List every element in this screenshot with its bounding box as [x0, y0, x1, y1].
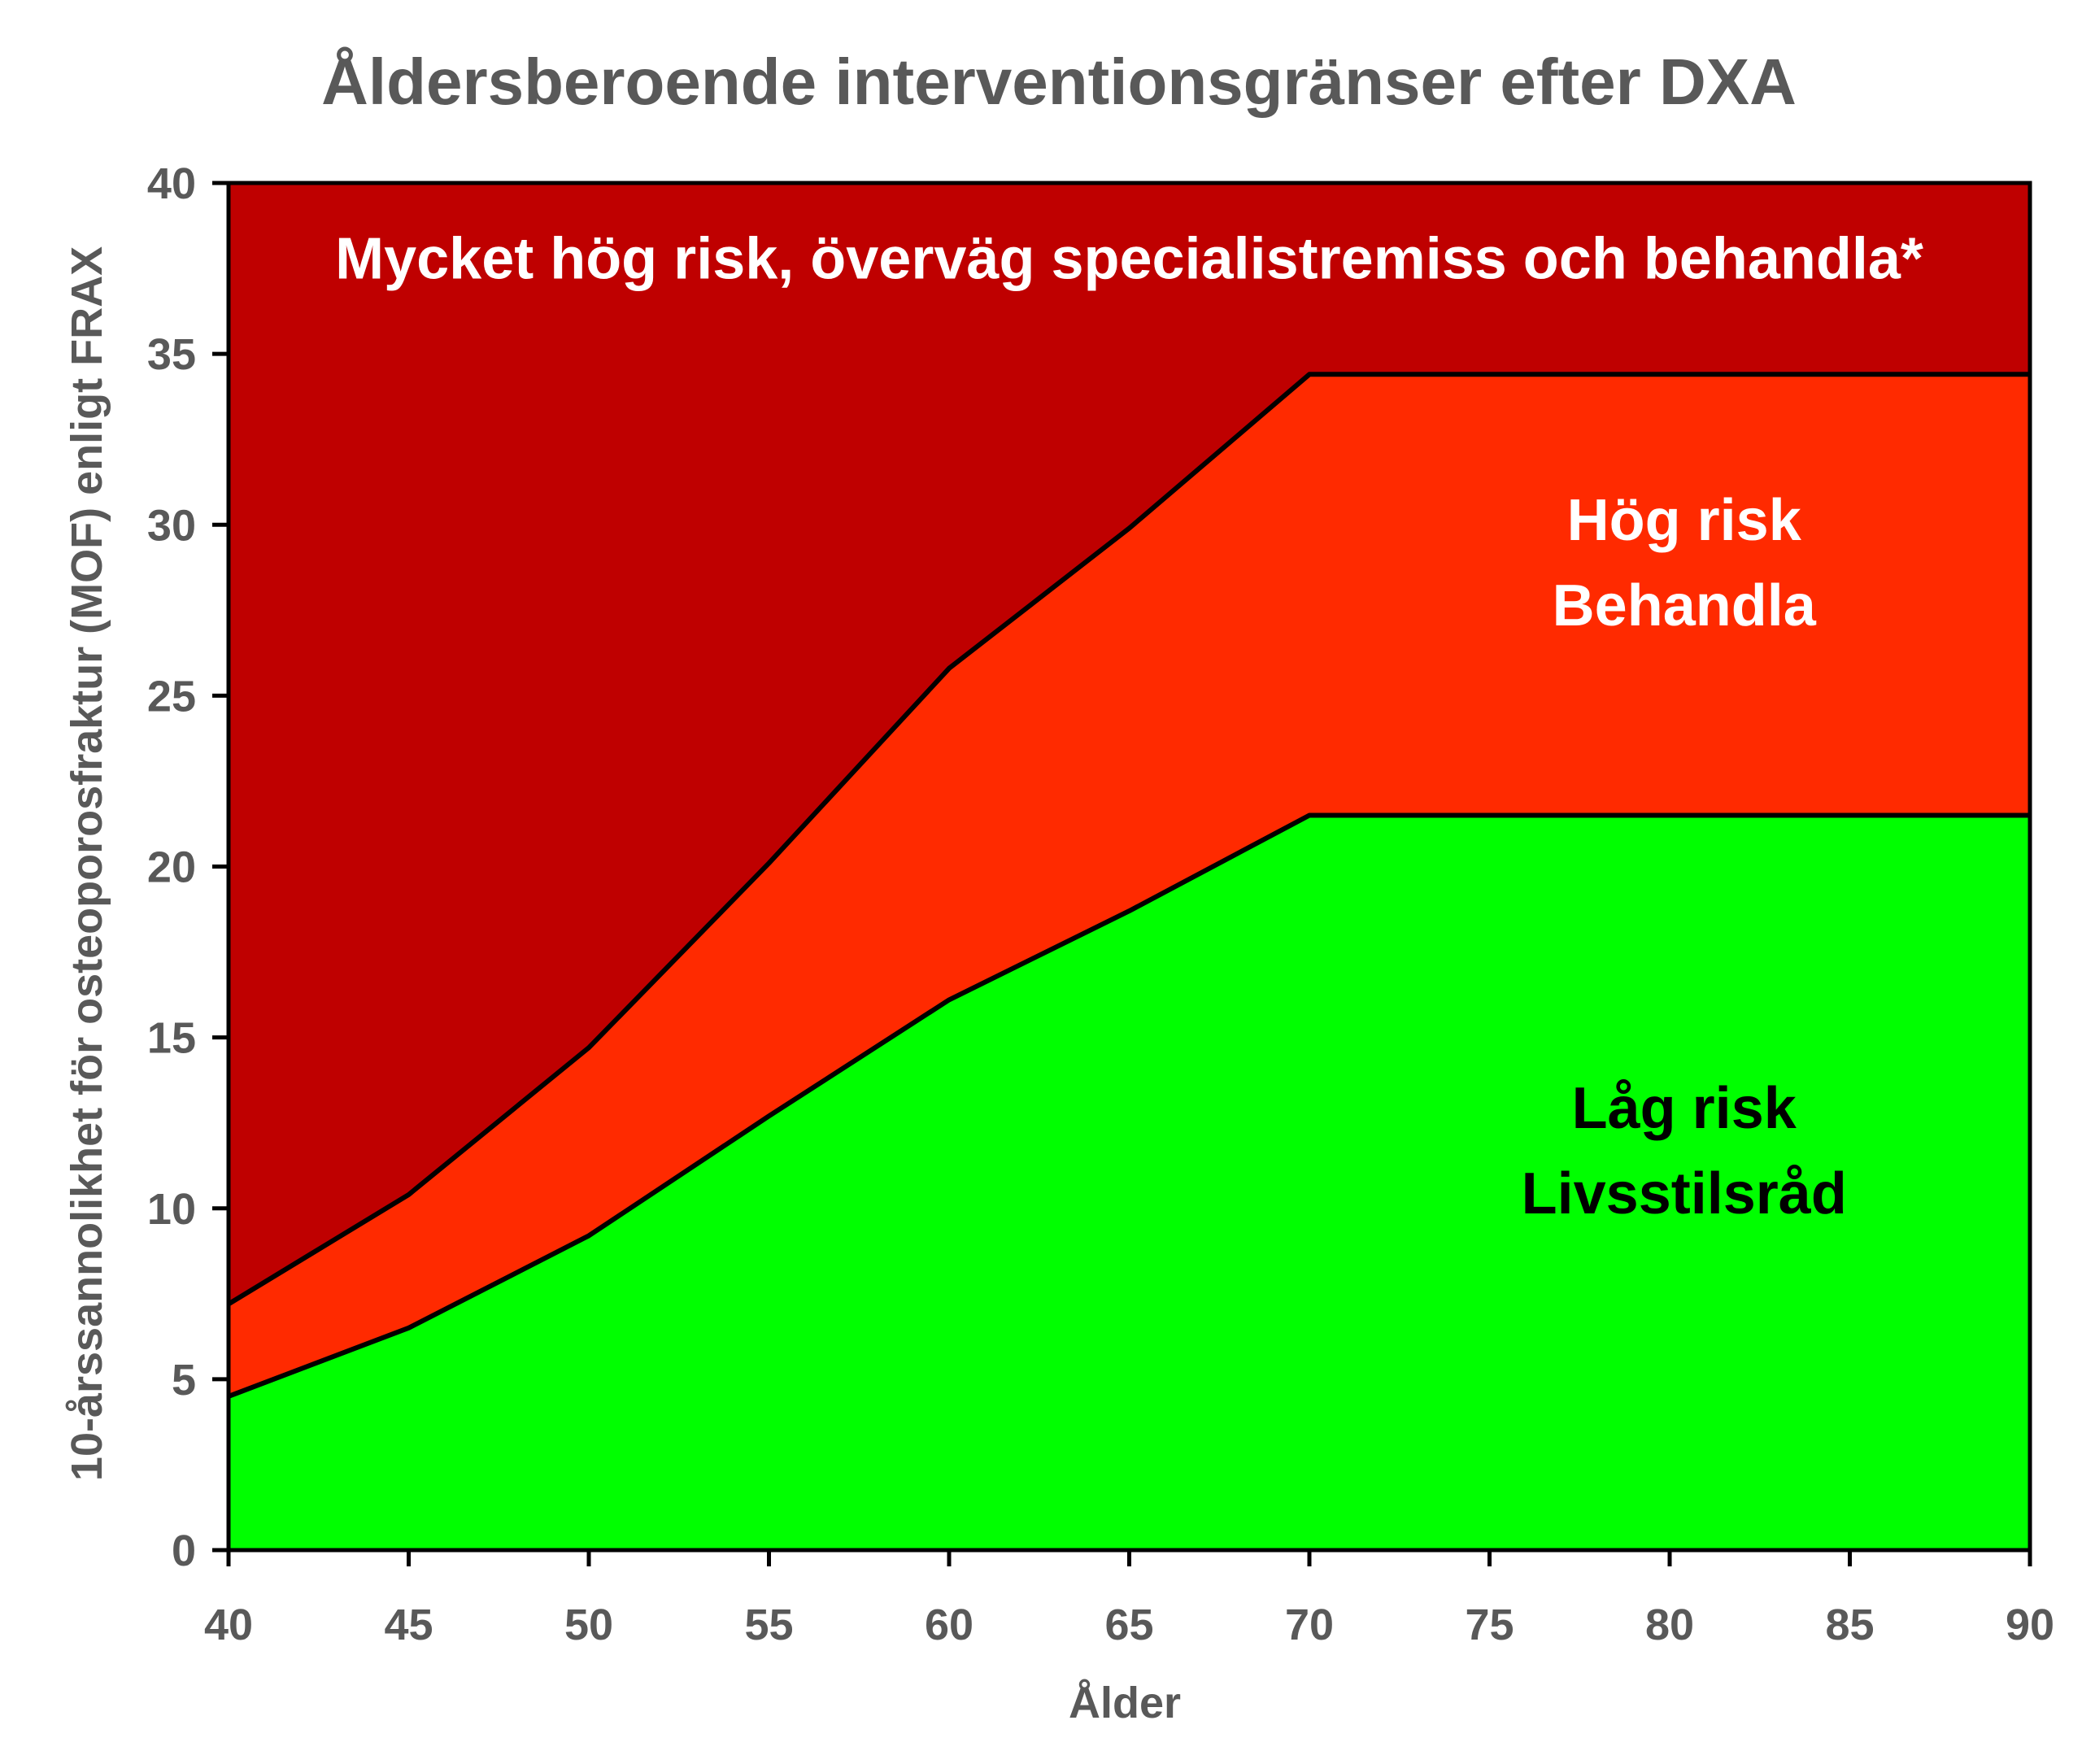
boundary-line-1: [227, 812, 2030, 1399]
y-tick-label: 10: [147, 1185, 196, 1234]
x-tick-label: 45: [384, 1601, 433, 1649]
x-tick-label: 65: [1104, 1601, 1153, 1649]
y-tick-label: 15: [147, 1014, 196, 1063]
y-axis-label: 10-årssannolikhet för osteoporosfraktur …: [63, 246, 111, 1481]
x-tick-label: 80: [1645, 1601, 1694, 1649]
boundary-line-2: [227, 372, 2030, 1306]
y-tick-label: 35: [147, 330, 196, 379]
area-låg-risk: [229, 815, 2030, 1550]
zone-label-low: Livsstilsråd: [1522, 1161, 1847, 1226]
zone-label-high: Behandla: [1553, 573, 1817, 638]
y-tick-label: 30: [147, 501, 196, 550]
x-tick-label: 55: [744, 1601, 793, 1649]
x-tick-label: 75: [1465, 1601, 1514, 1649]
y-tick-label: 20: [147, 843, 196, 892]
y-tick-label: 40: [147, 159, 196, 208]
x-tick-label: 90: [2006, 1601, 2054, 1649]
zone-label-very-high: Mycket hög risk, överväg specialistremis…: [335, 226, 1923, 291]
x-axis-label: Ålder: [1069, 1679, 1181, 1727]
x-tick-label: 40: [204, 1601, 253, 1649]
zone-labels: Mycket hög risk, överväg specialistremis…: [335, 226, 1923, 1226]
y-tick-label: 5: [172, 1356, 196, 1405]
chart-title: Åldersberoende interventionsgränser efte…: [321, 46, 1797, 118]
y-tick-label: 0: [172, 1527, 196, 1575]
x-tick-label: 60: [925, 1601, 973, 1649]
x-tick-label: 85: [1825, 1601, 1874, 1649]
plot-area: [227, 183, 2030, 1550]
axes: 0 5 10 15 20 25 30 35 40 40 45 50 55 60 65 70 75 80 85 90: [147, 159, 2054, 1649]
y-tick-label: 25: [147, 672, 196, 721]
x-tick-label: 50: [564, 1601, 613, 1649]
zone-label-low: Låg risk: [1572, 1076, 1797, 1141]
x-tick-label: 70: [1285, 1601, 1334, 1649]
zone-label-high: Hög risk: [1567, 488, 1802, 553]
